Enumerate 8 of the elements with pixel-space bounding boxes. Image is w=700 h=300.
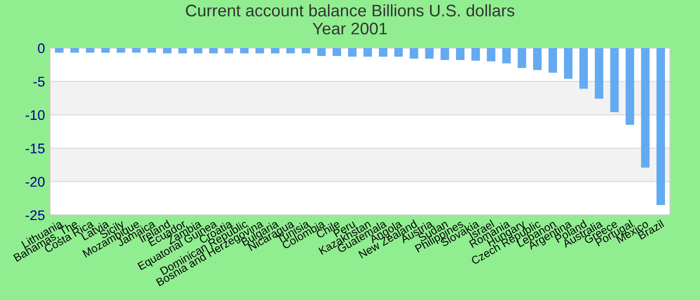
chart-subtitle: Year 2001 [312,22,387,34]
y-tick-label: -5 [33,76,45,87]
y-tick-label: -15 [26,144,45,154]
chart-title: Current account balance Billions U.S. dollars [186,4,514,16]
y-tick-label: -25 [26,210,45,220]
y-tick-label: -20 [26,176,45,187]
y-tick-label: -10 [26,110,45,120]
y-tick-label: 0 [38,43,45,54]
